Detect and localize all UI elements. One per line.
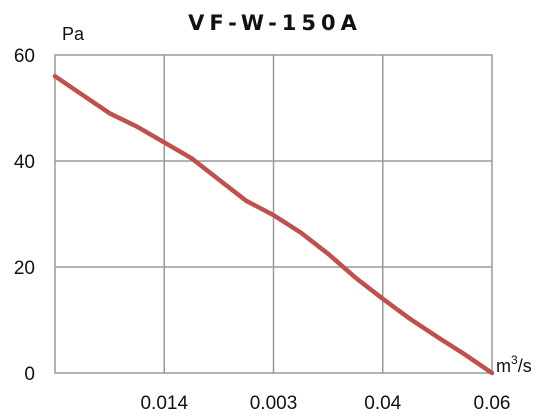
x-tick-label: 0.014 (140, 393, 188, 414)
x-tick-labels: 0.014 0.003 0.04 0.06 (140, 393, 510, 414)
pressure-curve (52, 73, 495, 376)
x-unit-base: m (496, 356, 511, 376)
x-unit-superscript: 3 (511, 353, 518, 367)
x-unit-tail: /s (518, 356, 532, 376)
y-tick-label: 20 (14, 258, 35, 279)
y-axis-unit-label: Pa (62, 24, 85, 44)
x-tick-label: 0.06 (474, 393, 511, 414)
chart-title: VF-W-150A (188, 11, 362, 35)
y-tick-labels: 0 20 40 60 (14, 46, 35, 385)
x-tick-label: 0.04 (364, 393, 401, 414)
y-tick-label: 0 (24, 364, 35, 385)
x-axis-unit-label: m3/s (496, 353, 532, 376)
x-tick-label: 0.003 (250, 393, 298, 414)
y-tick-label: 60 (14, 46, 35, 67)
plot-frame (54, 54, 493, 374)
grid-lines (55, 55, 492, 373)
y-tick-label: 40 (14, 152, 35, 173)
